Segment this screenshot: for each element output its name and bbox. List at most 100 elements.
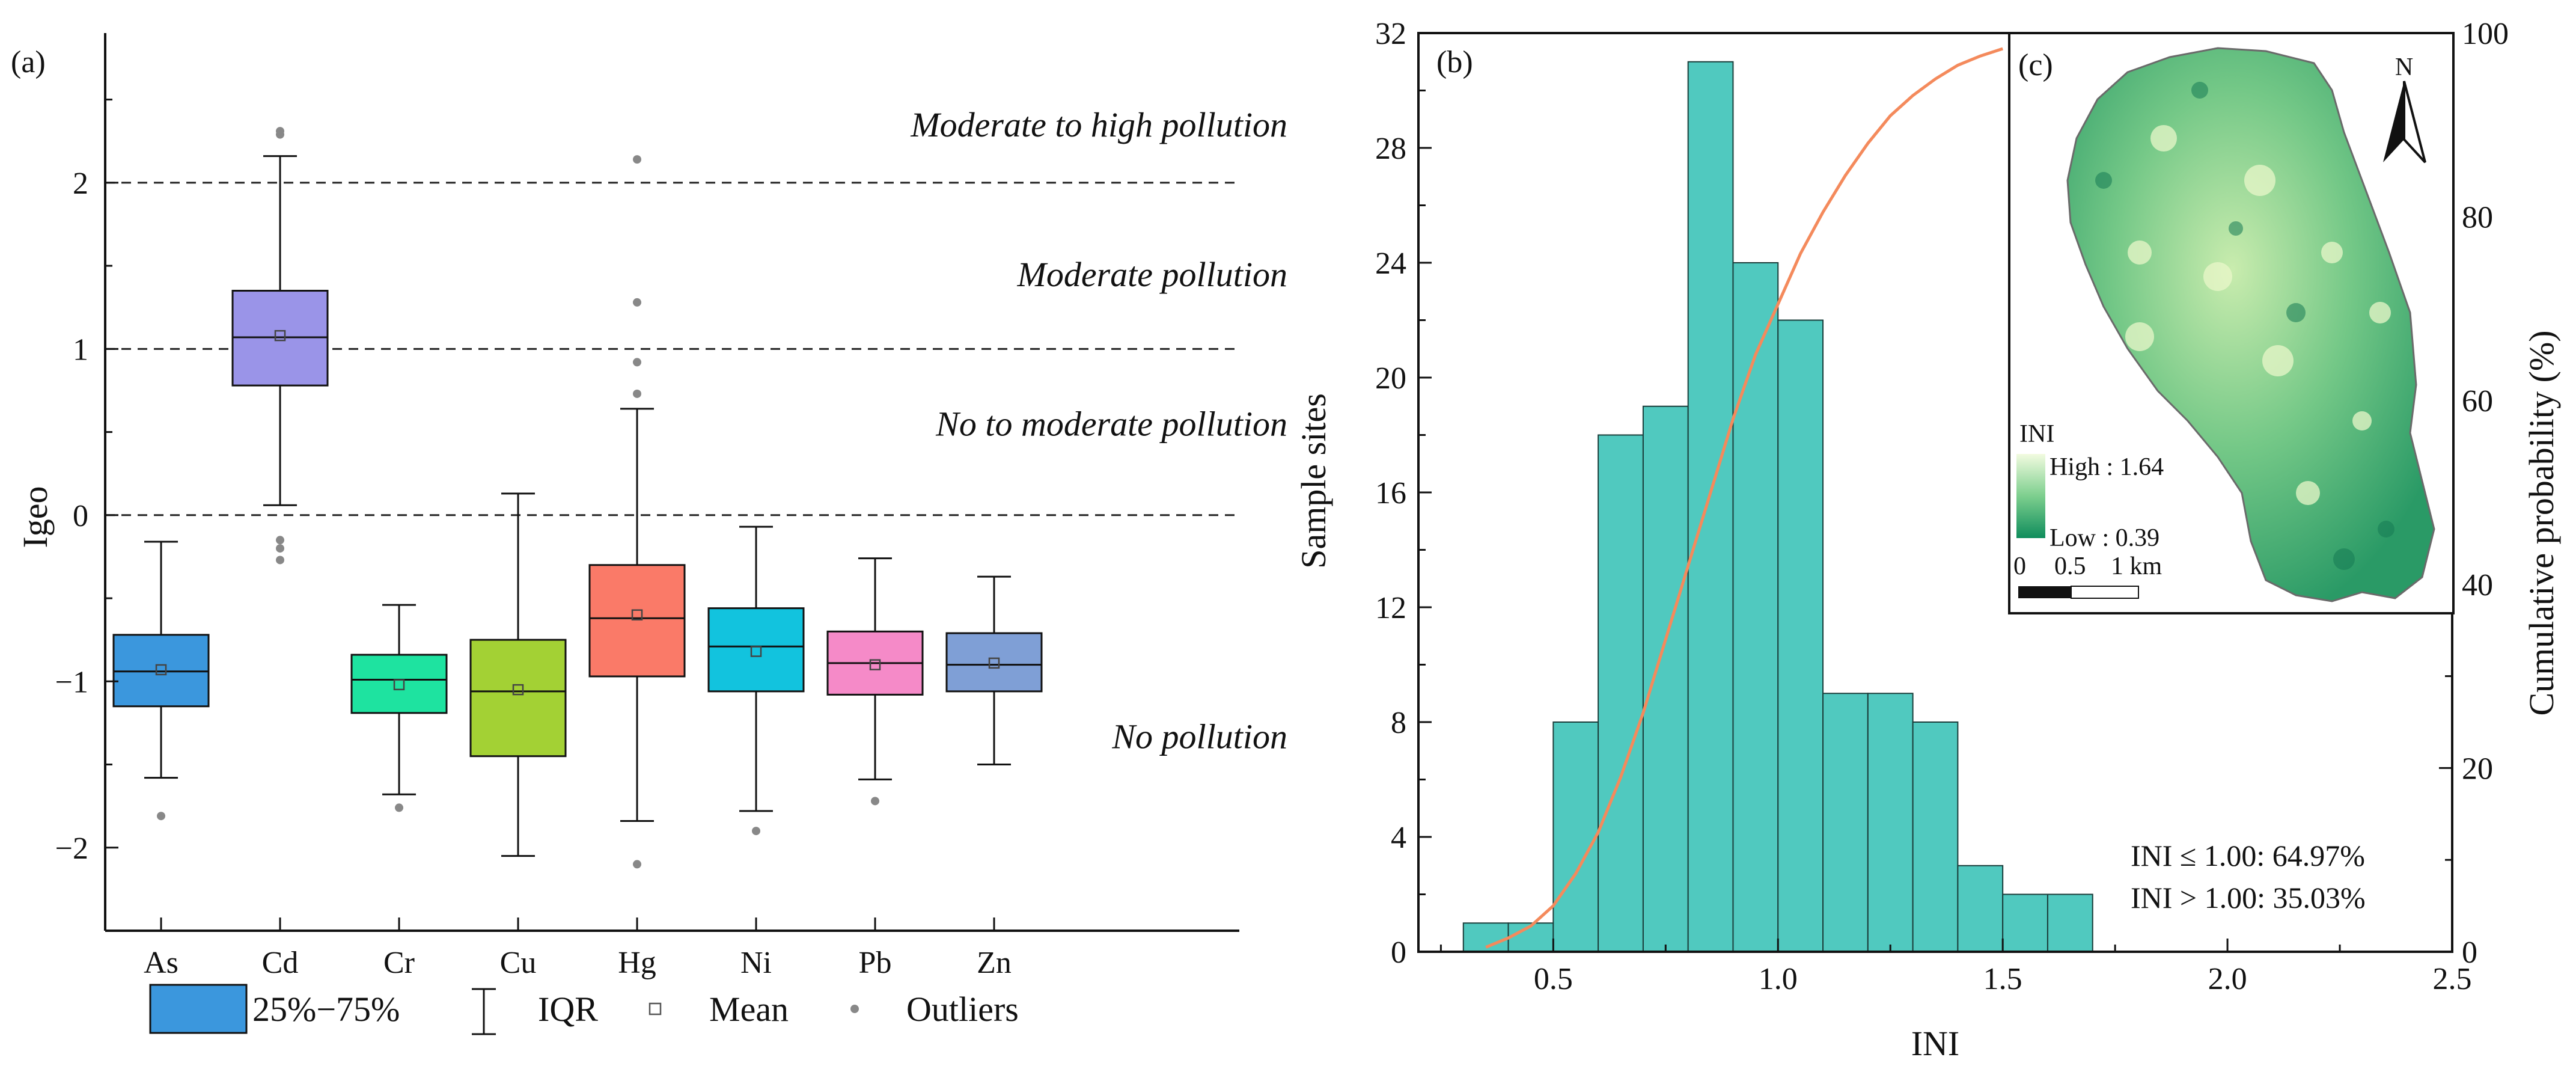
box-cr [350,604,448,812]
y-tick-label: 20 [1375,361,1406,396]
x-axis-title: INI [1911,1024,1960,1063]
x-tick-label: 1.5 [1983,962,2022,996]
x-tick-label: Cr [383,946,415,980]
y2-tick-label: 80 [2462,201,2493,235]
y2-axis-title: Cumulative probability (%) [2522,330,2561,715]
x-tick-label: As [144,946,179,980]
legend-mean-label: Mean [709,990,789,1029]
outlier-point [395,803,403,812]
x-tick-label: Zn [977,946,1012,980]
outlier-point [633,358,641,367]
axes [104,33,1239,932]
panel-label-a: (a) [11,45,46,79]
x-ticks: 0.5 1.0 1.5 2.0 2.5 [1439,939,2472,996]
histogram-bar [1687,61,1734,952]
histogram-bar [1957,865,2004,952]
y-tick-label: 0 [73,499,88,533]
histogram-bar [1598,434,1644,952]
histogram-bar [1777,319,1824,952]
stats-line-2: INI > 1.00: 35.03% [2131,881,2366,914]
x-tick-label: 0.5 [1534,962,1573,996]
x-tick-label: 1.0 [1759,962,1798,996]
mean-marker [274,329,286,342]
y-ticks: 0 4 8 12 16 20 24 28 32 [1375,17,1432,970]
scale-label-05: 0.5 [2054,553,2086,580]
x-tick-label: 2.0 [2208,962,2247,996]
box-cu [469,492,567,857]
pollution-zone-labels: Moderate to high pollution Moderate pollu… [910,105,1287,756]
histogram-bar [1507,922,1554,952]
scale-label-1km: 1 km [2111,553,2162,580]
outlier-point [276,536,284,545]
x-tick-label: Cd [262,946,299,980]
scale-label-0: 0 [2013,553,2026,580]
color-ramp [2016,454,2045,538]
mean-marker [155,664,167,676]
scale-bar-dark [2018,586,2071,598]
y-tick-label: 1 [73,332,88,367]
legend-iqr-label: IQR [538,990,598,1029]
x-tick-label: Ni [740,946,772,980]
x-tick-label: Pb [859,946,892,980]
x-tick-label: 2.5 [2433,962,2472,996]
legend-high-label: High : 1.64 [2050,453,2164,481]
histogram-bar [1732,262,1779,952]
y-tick-label: 24 [1375,247,1406,281]
threshold-lines [105,182,1239,516]
outlier-point [633,155,641,164]
mean-marker [631,609,643,620]
y-ticks: −2 −1 0 1 2 [55,99,118,932]
x-tick-label: Cu [500,946,537,980]
legend-low-label: Low : 0.39 [2050,524,2159,552]
legend-title: INI [2019,420,2054,448]
y-tick-label: 32 [1375,17,1406,51]
panel-label-b: (b) [1436,45,1473,79]
y-tick-label: −2 [55,832,88,866]
scale-bar-light [2071,586,2139,599]
mean-icon [649,1002,662,1015]
box-zn [945,575,1043,766]
y-tick-label: 2 [73,167,88,201]
study-area-map [2066,47,2435,602]
histogram-bar [1867,693,1914,952]
outlier-point [633,298,641,307]
outlier-point [633,389,641,398]
zone-label: Moderate to high pollution [910,105,1287,144]
y-tick-label: 0 [1391,936,1406,970]
boxes [112,127,1043,869]
mean-marker [869,659,881,670]
y-tick-label: 4 [1391,821,1406,855]
histogram-bar [2002,893,2048,952]
x-ticks: As Cd Cr Cu Hg Ni Pb Zn [144,917,1012,980]
outlier-point [276,127,284,136]
outlier-point [871,797,879,806]
mean-marker [393,679,405,691]
x-tick-label: Hg [618,946,656,980]
boxplot-panel: (a) Igeo Moderate to high pollutionModer… [11,33,1287,1035]
outlier-point [752,827,760,836]
histogram-bar [2046,893,2093,952]
map-darkspots [2095,82,2394,570]
y2-tick-label: 40 [2462,568,2493,602]
iqr-box [350,654,448,714]
zone-label: Moderate pollution [1017,255,1287,294]
histogram-bars [1462,61,2093,952]
y-tick-label: 28 [1375,132,1406,166]
histogram-bar [1642,405,1689,952]
north-arrow-icon [2383,81,2426,164]
box-pb [826,557,924,806]
mean-marker [512,684,524,696]
mean-marker [750,646,762,657]
y2-tick-label: 100 [2462,17,2509,51]
north-label: N [2395,54,2413,81]
y-tick-label: 12 [1375,591,1406,625]
inset-map: (c) [2008,32,2455,614]
box-ni [707,525,805,836]
mean-marker [988,657,1000,669]
iqr-box [945,632,1043,693]
map-hotspots [2125,125,2391,505]
y-axis-title: Sample sites [1294,393,1333,569]
cumulative-curve [1485,47,2003,949]
iqr-box [707,607,805,693]
